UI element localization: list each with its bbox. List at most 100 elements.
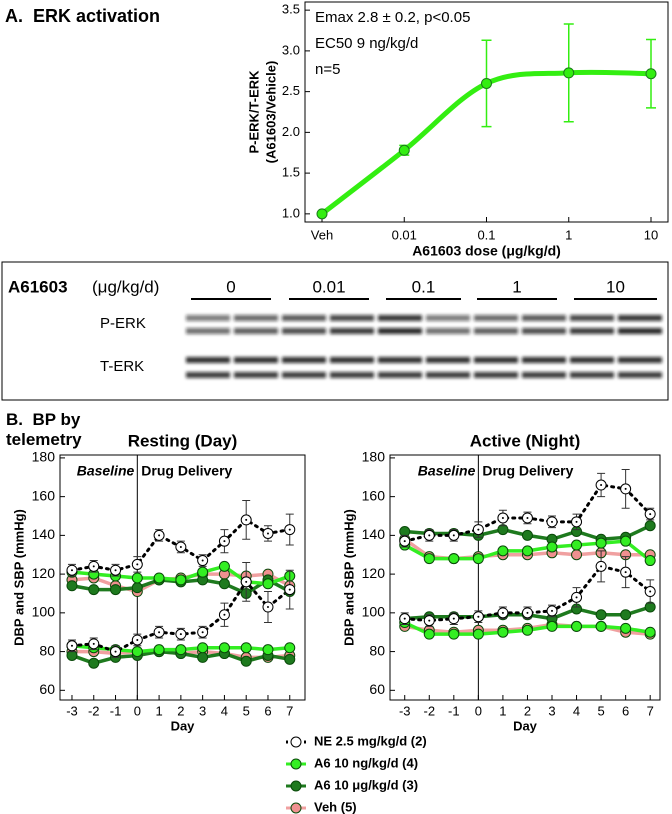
marker-dot — [288, 588, 291, 591]
data-point — [521, 624, 533, 636]
marker-dot — [649, 513, 652, 516]
marker-dot — [114, 650, 117, 653]
legend-label: Veh (5) — [314, 799, 357, 814]
x-tick-label: 0 — [475, 703, 482, 718]
data-point — [153, 572, 165, 584]
band — [570, 328, 614, 334]
data-point — [218, 578, 230, 590]
data-point — [521, 529, 533, 541]
band — [618, 357, 662, 363]
x-tick-label: 6 — [264, 703, 271, 718]
y-tick-label: 120 — [362, 565, 386, 581]
band — [378, 315, 422, 321]
y-tick-label: 120 — [32, 565, 56, 581]
data-point — [240, 655, 252, 667]
band — [234, 357, 278, 363]
band — [522, 372, 566, 378]
band — [570, 315, 614, 321]
data-point — [481, 77, 492, 89]
marker-dot — [526, 516, 529, 519]
band — [618, 328, 662, 334]
data-point — [571, 620, 583, 632]
marker-dot — [201, 631, 204, 634]
data-point — [88, 584, 100, 596]
x-tick-label: Veh — [311, 227, 333, 242]
data-point — [175, 574, 187, 586]
data-point — [571, 549, 583, 561]
series-line — [403, 564, 652, 623]
band — [570, 372, 614, 378]
marker-dot — [501, 516, 504, 519]
band — [426, 328, 470, 334]
annotation: Baseline — [418, 463, 476, 479]
band — [330, 315, 374, 321]
data-point — [398, 144, 410, 156]
data-point — [521, 545, 533, 557]
x-tick-label: 2 — [177, 703, 184, 718]
marker-dot — [575, 520, 578, 523]
marker-dot — [179, 633, 182, 636]
data-point — [595, 537, 607, 549]
data-point — [595, 620, 607, 632]
legend-marker — [290, 802, 302, 814]
legend-marker — [290, 780, 302, 792]
band — [330, 372, 374, 378]
x-tick-label: 1 — [499, 703, 506, 718]
marker-dot — [223, 540, 226, 543]
band — [282, 315, 326, 321]
y-axis-label: DBP and SBP (mmHg) — [341, 509, 356, 646]
band — [522, 315, 566, 321]
data-point — [644, 520, 656, 532]
lane-label: 0 — [226, 277, 235, 296]
marker-dot — [600, 484, 603, 487]
y-tick-label: 3.0 — [282, 42, 300, 57]
data-point — [197, 651, 209, 663]
legend-label: A6 10 μg/kg/d (3) — [314, 777, 418, 792]
x-tick-label: -1 — [448, 703, 460, 718]
row-label: P-ERK — [100, 315, 146, 332]
data-point — [448, 628, 460, 640]
band — [618, 315, 662, 321]
lane-label: 0.01 — [312, 277, 345, 296]
blot-unit: (μg/kg/d) — [92, 277, 159, 296]
x-tick-label: 7 — [647, 703, 654, 718]
marker-dot — [624, 487, 627, 490]
band — [186, 328, 230, 334]
y-tick-label: 60 — [39, 681, 55, 697]
row-label: T-ERK — [100, 358, 144, 375]
annotation: Drug Delivery — [482, 463, 573, 479]
data-point — [153, 644, 165, 656]
data-point — [175, 644, 187, 656]
annotation: Emax 2.8 ± 0.2, p<0.05 — [315, 9, 470, 26]
marker-dot — [223, 613, 226, 616]
band — [522, 328, 566, 334]
marker-dot — [600, 565, 603, 568]
band — [570, 357, 614, 363]
x-axis-label: A61603 dose (μg/kg/d) — [412, 243, 561, 259]
x-tick-label: 0 — [134, 703, 141, 718]
marker-dot — [288, 528, 291, 531]
data-point — [262, 644, 274, 656]
annotation: n=5 — [315, 61, 340, 78]
band — [474, 315, 518, 321]
data-point — [110, 584, 122, 596]
legend-marker — [290, 758, 302, 770]
marker-dot — [477, 528, 480, 531]
marker-dot — [477, 615, 480, 618]
data-point — [546, 620, 558, 632]
marker-dot — [428, 619, 431, 622]
data-point — [218, 642, 230, 654]
x-axis-label: Day — [171, 718, 196, 733]
band — [234, 372, 278, 378]
data-point — [546, 541, 558, 553]
data-point — [472, 553, 484, 565]
band — [618, 372, 662, 378]
band — [522, 357, 566, 363]
annotation: Drug Delivery — [141, 463, 232, 479]
data-point — [448, 553, 460, 565]
x-tick-label: 7 — [286, 703, 293, 718]
blot-label: A61603 — [8, 277, 68, 296]
x-tick-label: 0.1 — [477, 227, 495, 242]
